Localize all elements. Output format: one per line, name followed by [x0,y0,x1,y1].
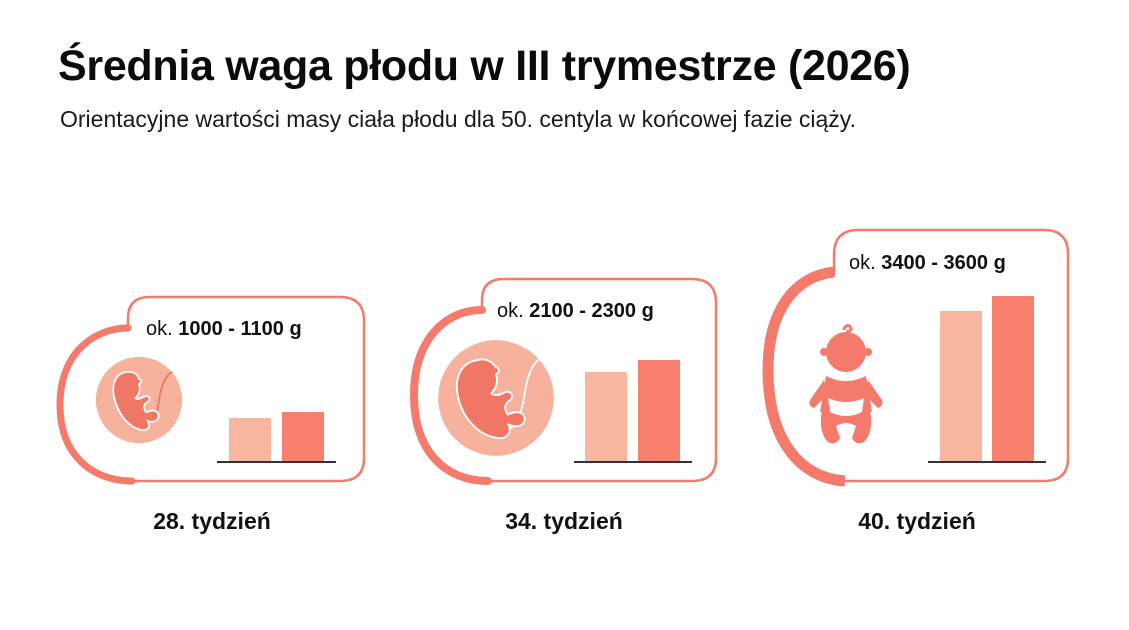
baby-icon [809,324,883,444]
page-title: Średnia waga płodu w III trymestrze (202… [58,42,911,90]
weight-range-label: ok. 2100 - 2300 g [497,300,654,323]
weight-range-label: ok. 1000 - 1100 g [146,318,302,341]
bar-min-weight [229,418,271,462]
approx-prefix: ok. [849,252,876,274]
bar-max-weight [282,412,324,462]
bar-max-weight [992,296,1034,462]
week-label: 34. tydzień [505,508,623,534]
approx-prefix: ok. [497,300,524,322]
weight-range-value: 1000 - 1100 g [178,318,302,340]
week-label: 28. tydzień [153,508,271,534]
bar-min-weight [940,311,982,462]
fetus-icon [95,356,183,444]
weight-range-value: 3400 - 3600 g [881,252,1006,274]
approx-prefix: ok. [146,318,173,340]
weight-range-value: 2100 - 2300 g [529,300,654,322]
page-subtitle: Orientacyjne wartości masy ciała płodu d… [60,106,856,132]
chart-baseline [217,461,336,463]
fetus-icon [438,340,554,456]
chart-baseline [574,461,692,463]
chart-baseline [928,461,1046,463]
weight-range-label: ok. 3400 - 3600 g [849,252,1006,275]
bar-min-weight [585,372,627,462]
week-label: 40. tydzień [858,508,976,534]
bar-max-weight [638,360,680,462]
